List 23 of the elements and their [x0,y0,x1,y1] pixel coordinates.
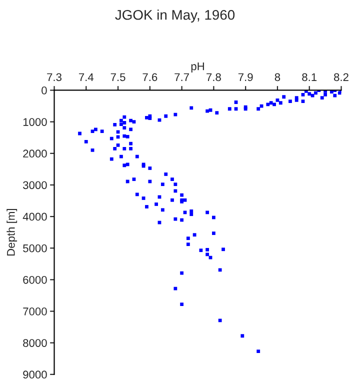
x-tick-label: 7.7 [174,73,189,81]
x-axis-title: pH [191,62,204,72]
x-tick-label: 7.5 [110,73,126,82]
x-tick-label: 7.4 [78,73,94,81]
x-tick-label: 8 [274,73,280,82]
y-axis-title: Depth [m] [6,209,18,256]
y-tick-label: 7000 [23,308,47,316]
x-tick-label: 7.8 [206,73,221,82]
y-tick-label: 8000 [23,339,47,347]
y-tick-label: 5000 [23,244,47,252]
chart-title: JGOK in May, 1960 [115,10,235,23]
x-tick-label: 8.1 [302,73,317,82]
x-tick-label: 7.6 [142,73,158,82]
y-tick-label: 0 [42,86,47,94]
y-tick-label: 9000 [23,370,47,379]
x-tick-label: 7.9 [238,73,253,82]
y-tick-label: 6000 [23,276,47,284]
x-tick-label: 8.2 [334,73,348,82]
y-tick-label: 1000 [23,118,47,126]
y-tick-label: 3000 [23,181,47,190]
x-tick-label: 7.3 [47,73,62,82]
y-tick-label: 2000 [23,150,47,158]
y-tick-label: 4000 [22,212,47,221]
